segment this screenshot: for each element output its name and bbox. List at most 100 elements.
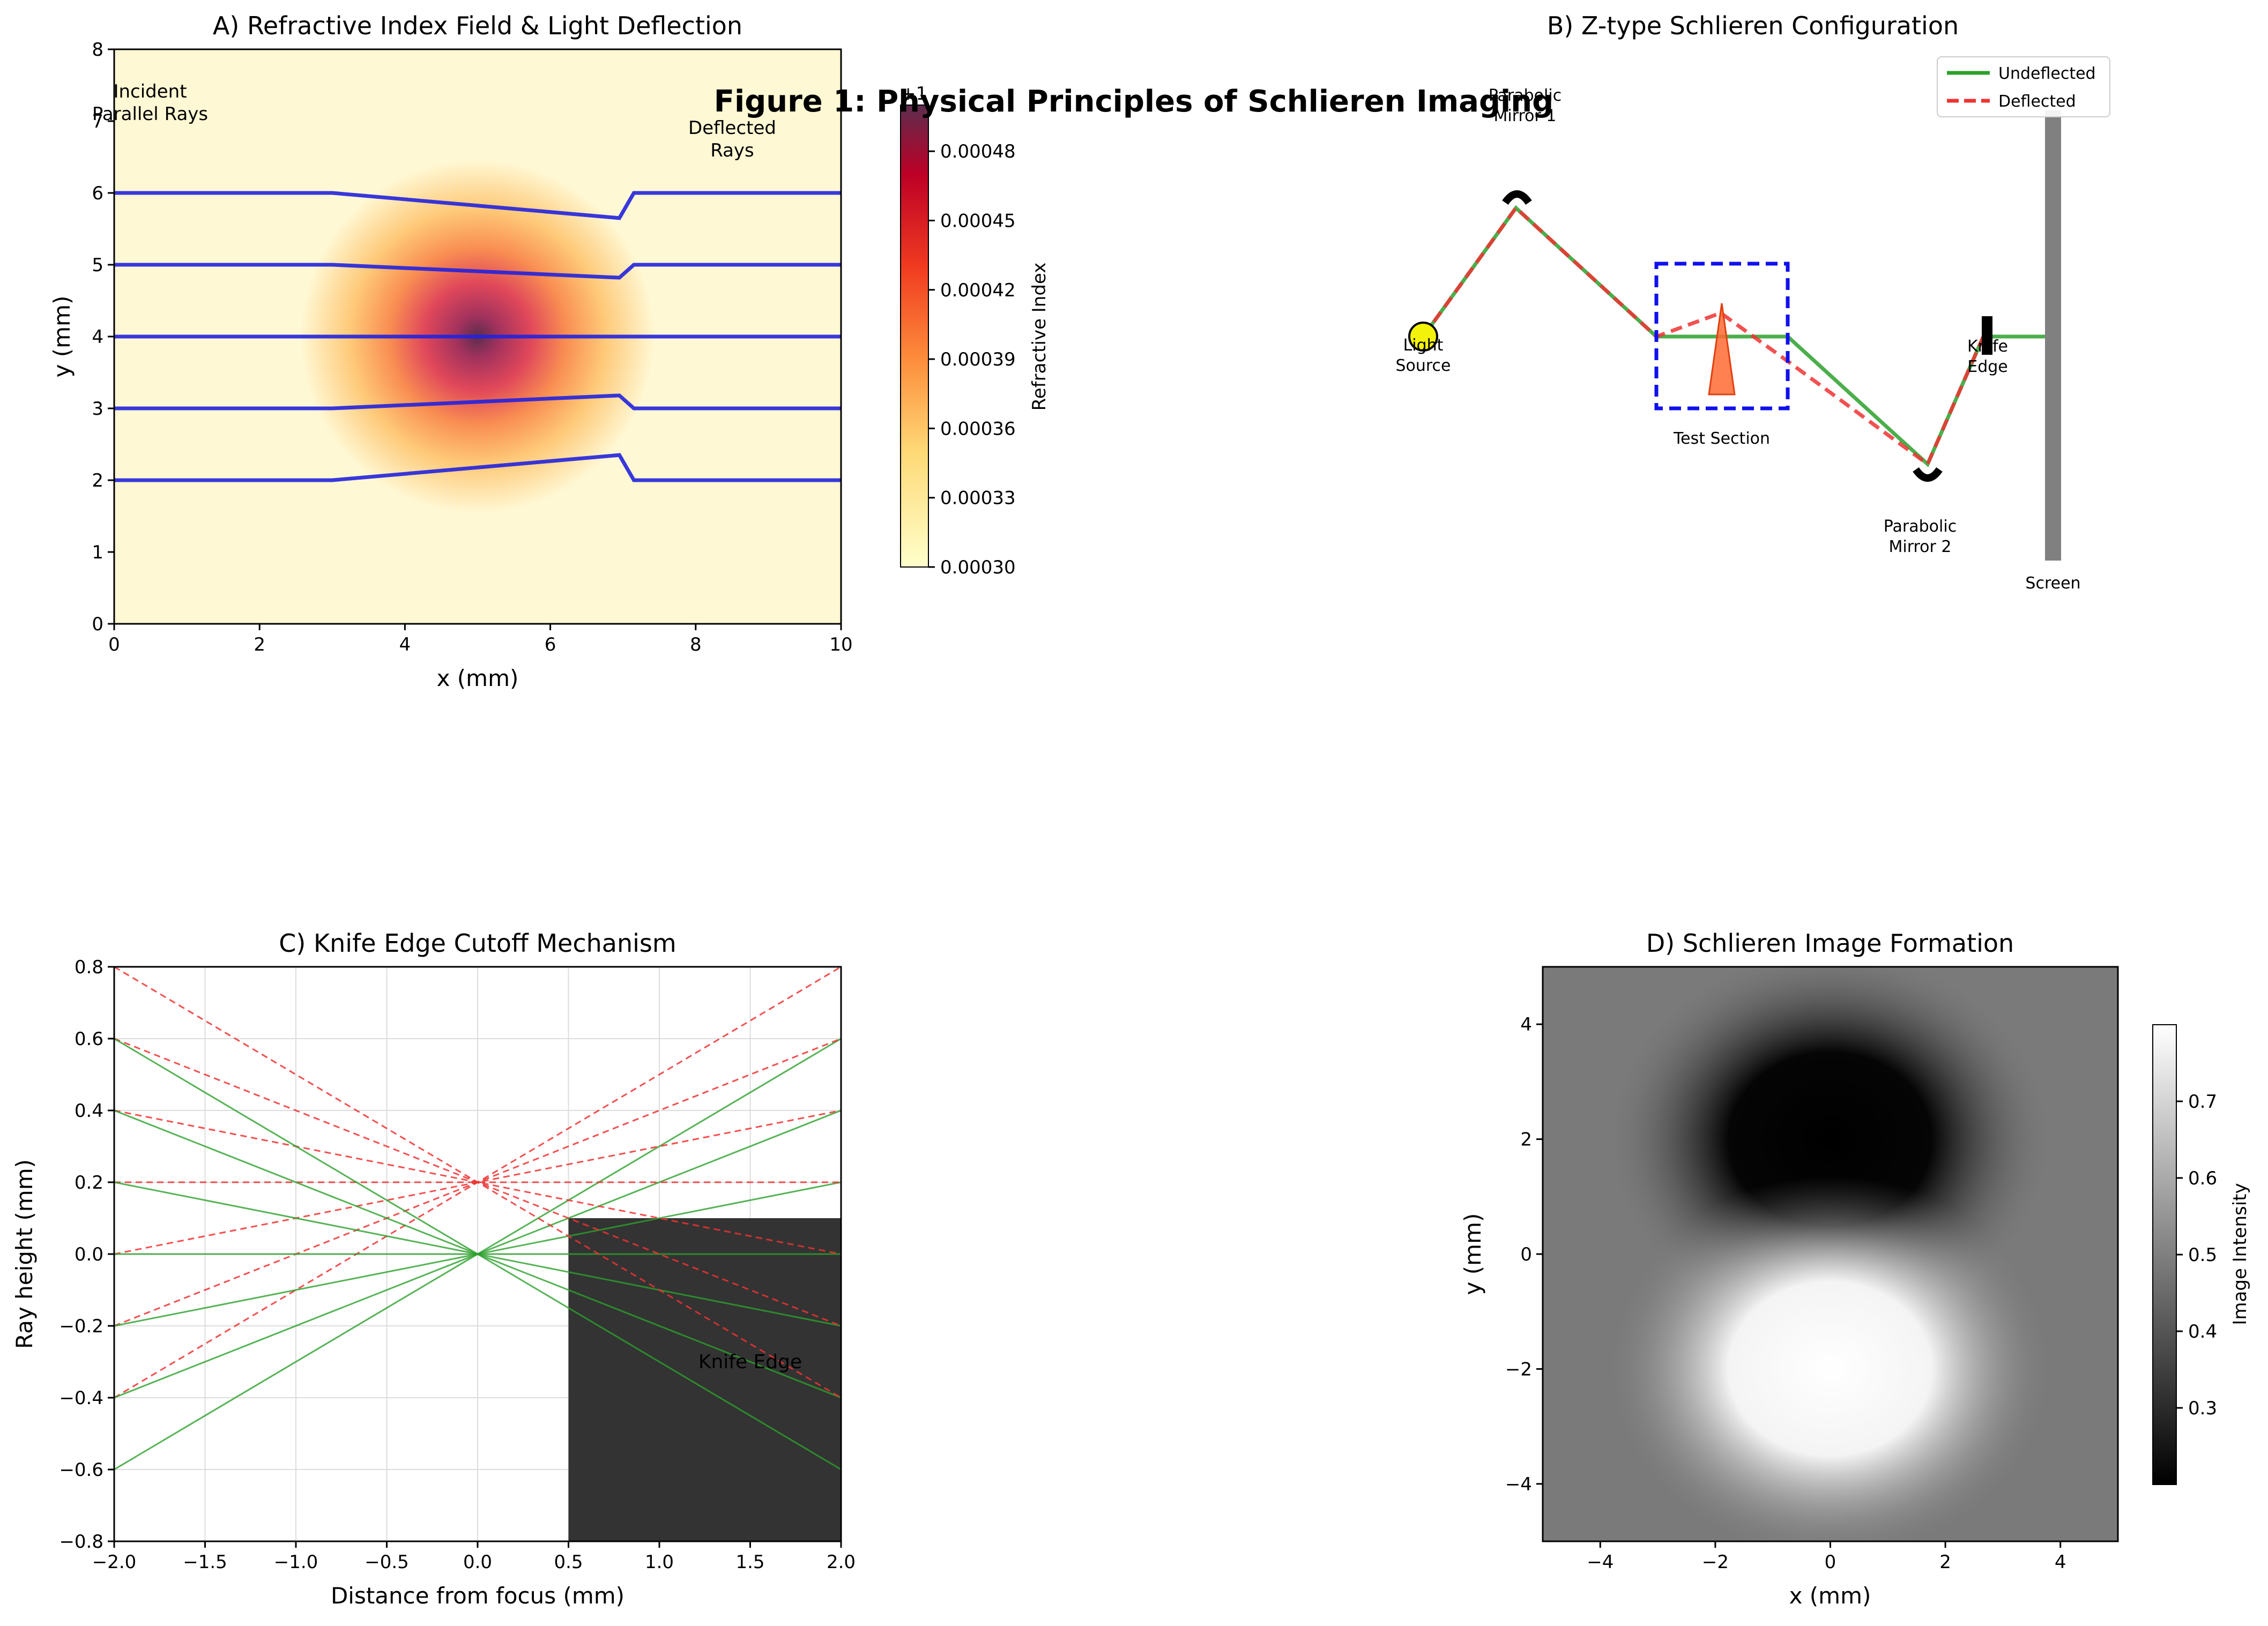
legend-deflected-label: Deflected <box>1998 92 2076 111</box>
panel-a-ytick-label: 4 <box>92 326 103 348</box>
panel-d-xlabel: x (mm) <box>1789 1583 1871 1609</box>
light-ray <box>114 263 841 280</box>
panel-c-ytick-label: 0.8 <box>75 957 103 978</box>
colorbar-d-label: Image Intensity <box>2229 1183 2251 1325</box>
panel-c-xtick-label: 2.0 <box>827 1552 856 1573</box>
panel-a-xtick-label: 10 <box>829 634 852 655</box>
panel-d-ytick-label: 2 <box>1520 1129 1532 1151</box>
panel-d-ylabel: y (mm) <box>1460 1213 1486 1295</box>
panel-c-ytick-label: 0.0 <box>75 1244 103 1265</box>
panel-d-xtick-label: 4 <box>2055 1552 2066 1573</box>
panel-a-ytick-label: 2 <box>92 470 103 491</box>
panel-a-xtick-label: 8 <box>690 634 702 655</box>
colorbar-a-tick-label: 0.00033 <box>940 488 1016 509</box>
undeflected-ray <box>114 1038 841 1471</box>
panel-c-xtick-label: 1.0 <box>645 1552 674 1573</box>
colorbar-a-tick-label: 0.00048 <box>940 141 1016 162</box>
legend-undeflected-label: Undeflected <box>1998 64 2096 83</box>
panel-d-xtick-label: 2 <box>1939 1552 1951 1573</box>
colorbar-a-tick-label: 0.00045 <box>940 211 1016 232</box>
parabolic-mirror-1 <box>1502 190 1532 205</box>
panel-b-title: B) Z-type Schlieren Configuration <box>1547 11 1959 40</box>
screen-label: Screen <box>2025 574 2080 593</box>
light-ray <box>114 393 841 411</box>
panel-a-ytick-label: 0 <box>92 614 103 635</box>
panel-a-xlabel: x (mm) <box>437 665 519 691</box>
colorbar-d-tick-label: 0.7 <box>2188 1091 2217 1113</box>
colorbar-d-tick-label: 0.5 <box>2188 1244 2217 1266</box>
panel-a-xtick-label: 0 <box>108 634 120 655</box>
panel-c-xtick-label: 0.5 <box>554 1552 583 1573</box>
colorbar-a <box>900 105 929 568</box>
panel-c-xtick-label: 0.0 <box>463 1552 492 1573</box>
knife-edge-label: Knife Edge <box>1967 337 2008 376</box>
panel-d-xtick-label: −2 <box>1702 1552 1729 1573</box>
knife-edge-text: Knife Edge <box>698 1351 802 1373</box>
panel-a-ytick-label: 6 <box>92 183 103 204</box>
colorbar-a-tick-label: 0.00030 <box>940 557 1016 578</box>
panel-c-ytick-label: −0.6 <box>59 1459 103 1481</box>
colorbar-a-tick-label: 0.00039 <box>940 349 1016 370</box>
panel-a-ytick-label: 7 <box>92 111 103 132</box>
panel-d-xtick-label: −4 <box>1587 1552 1613 1573</box>
panel-c-title: C) Knife Edge Cutoff Mechanism <box>279 929 676 958</box>
knife-edge-block <box>1982 316 1992 355</box>
parabolic-mirror-2 <box>1913 467 1943 482</box>
panel-a-xtick-label: 4 <box>399 634 411 655</box>
panel-a-xtick-label: 6 <box>545 634 556 655</box>
screen <box>2045 110 2061 561</box>
panel-d-ytick-label: −2 <box>1505 1359 1532 1380</box>
colorbar-d-tick-label: 0.6 <box>2188 1168 2217 1189</box>
panel-b: B) Z-type Schlieren Configuration Light S… <box>1395 11 2110 593</box>
panel-c-ytick-label: 0.4 <box>75 1100 103 1122</box>
panel-c-xlabel: Distance from focus (mm) <box>331 1583 624 1609</box>
light-source-label: Light Source <box>1395 336 1451 375</box>
colorbar-d <box>2152 1024 2177 1485</box>
panel-c-xtick-label: −0.5 <box>365 1552 409 1573</box>
panel-d-ytick-label: −4 <box>1505 1474 1532 1495</box>
panel-d: −4 −2 0 2 4 −4 −2 0 2 4 D) Schlieren Image Format… <box>1460 929 2251 1609</box>
knife-edge-region <box>568 1218 841 1541</box>
deflected-rays-label: Deflected Rays <box>688 117 776 161</box>
panel-d-ytick-label: 0 <box>1520 1244 1532 1265</box>
panel-c-xtick-label: −1.5 <box>183 1552 227 1573</box>
panel-c: −2.0 −1.5 −1.0 −0.5 0.0 0.5 1.0 1.5 2.0 −0.8 −0.6 −… <box>11 929 856 1609</box>
deflected-ray <box>114 967 841 1399</box>
figure-title: Figure 1: Physical Principles of Schlier… <box>714 84 1553 119</box>
panel-c-xtick-label: 1.5 <box>735 1552 764 1573</box>
panel-c-ytick-label: −0.2 <box>59 1316 103 1337</box>
panel-c-ylabel: Ray height (mm) <box>11 1159 38 1349</box>
undeflected-beam <box>1422 205 2054 467</box>
panel-c-xtick-label: −1.0 <box>274 1552 318 1573</box>
colorbar-d-tick-label: 0.4 <box>2188 1321 2217 1342</box>
panel-a-ylabel: y (mm) <box>49 296 75 378</box>
mirror-1-label: Parabolic Mirror 1 <box>1489 86 1561 125</box>
mirror-2-label: Parabolic Mirror 2 <box>1884 517 1957 556</box>
panel-a-ytick-label: 1 <box>92 542 103 563</box>
incident-rays-label: Incident Parallel Rays <box>92 81 208 125</box>
test-section-box <box>1654 262 1790 411</box>
panel-d-title: D) Schlieren Image Formation <box>1646 929 2014 958</box>
colorbar-a-offset: +1 <box>901 83 927 105</box>
bright-lobe <box>1605 1176 2055 1541</box>
panel-a-ytick-label: 5 <box>92 255 103 276</box>
colorbar-a-tick-label: 0.00036 <box>940 418 1016 439</box>
panel-d-ytick-label: 4 <box>1520 1014 1532 1035</box>
colorbar-a-tick-label: 0.00042 <box>940 280 1016 301</box>
panel-a: 0 2 4 6 8 10 0 1 2 3 4 5 6 7 8 A) Refractive Index Fie… <box>49 11 1050 691</box>
panel-a-ytick-label: 8 <box>92 39 103 61</box>
colorbar-d-tick-label: 0.3 <box>2188 1398 2217 1419</box>
panel-d-xtick-label: 0 <box>1825 1552 1836 1573</box>
colorbar-a-label: Refractive Index <box>1029 263 1050 411</box>
panel-c-xtick-label: −2.0 <box>92 1552 137 1573</box>
panel-a-title: A) Refractive Index Field & Light Deflec… <box>213 11 742 40</box>
test-section-plume <box>1708 303 1736 396</box>
light-ray <box>114 453 841 482</box>
panel-c-ytick-label: 0.6 <box>75 1028 103 1050</box>
light-ray <box>114 191 841 220</box>
test-section-label: Test Section <box>1673 429 1770 448</box>
panel-c-ytick-label: 0.2 <box>75 1172 103 1194</box>
panel-a-ytick-label: 3 <box>92 398 103 420</box>
light-source <box>1408 322 1438 352</box>
